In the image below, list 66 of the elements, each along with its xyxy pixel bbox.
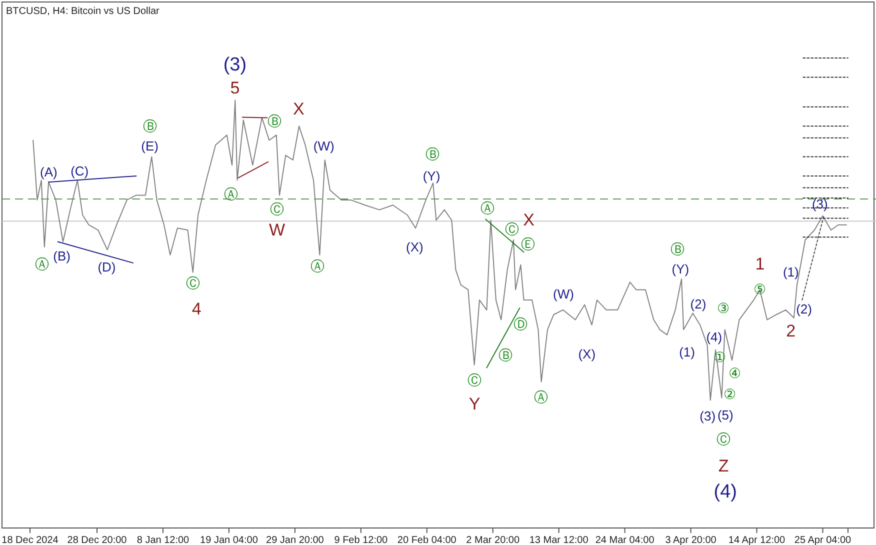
annotation: (C) xyxy=(70,164,89,178)
annotation: X xyxy=(292,100,304,118)
annotation: ③ xyxy=(717,300,730,316)
annotation: Ⓐ xyxy=(35,256,50,272)
annotation: (Y) xyxy=(672,262,690,276)
annotation: (Y) xyxy=(422,168,440,184)
x-tick-label: 28 Dec 20:00 xyxy=(67,535,128,545)
annotation: Y xyxy=(468,394,480,414)
annotation: Ⓐ xyxy=(534,389,548,405)
x-tick-label: 24 Mar 04:00 xyxy=(595,535,655,545)
annotation: Ⓐ xyxy=(310,258,324,274)
annotation: (D) xyxy=(98,260,116,274)
x-tick-label: 9 Feb 12:00 xyxy=(334,535,388,545)
annotation: ⑤ xyxy=(754,281,767,297)
x-tick-label: 29 Jan 20:00 xyxy=(266,535,324,545)
chart-title: BTCUSD, H4: Bitcoin vs US Dollar xyxy=(6,6,160,17)
x-tick-label: 3 Apr 20:00 xyxy=(665,535,717,545)
annotation: (3) xyxy=(812,196,828,212)
x-tick-label: 13 Mar 12:00 xyxy=(529,535,589,545)
annotation: 4 xyxy=(192,300,202,318)
annotation: (W) xyxy=(313,138,334,154)
annotation: 5 xyxy=(230,78,240,98)
annotation: Ⓒ xyxy=(270,201,284,217)
x-tick-label: 19 Jan 04:00 xyxy=(200,535,258,545)
annotation: ① xyxy=(713,349,726,365)
annotation: X xyxy=(523,210,535,230)
annotation: (3) xyxy=(223,54,247,76)
x-tick-label: 8 Jan 12:00 xyxy=(136,535,190,545)
annotation: Ⓐ xyxy=(480,200,495,216)
annotation: (X) xyxy=(578,346,596,362)
annotation: (2) xyxy=(690,296,706,312)
annotation: (2) xyxy=(796,302,812,316)
x-tick-label: 14 Apr 12:00 xyxy=(728,535,786,545)
annotation: Ⓑ xyxy=(425,146,440,162)
annotation: Ⓒ xyxy=(468,372,482,388)
annotation: Ⓐ xyxy=(224,186,238,202)
annotation: (3) xyxy=(700,408,716,424)
annotation: (E) xyxy=(141,138,158,154)
annotation: Ⓒ xyxy=(505,221,519,237)
annotation: Ⓒ xyxy=(716,431,731,447)
annotation: (1) xyxy=(679,344,695,360)
annotation: (W) xyxy=(553,286,574,302)
annotation: (5) xyxy=(717,408,734,422)
annotation: Ⓑ xyxy=(267,113,282,129)
annotation: 1 xyxy=(755,254,765,274)
x-tick-label: 20 Feb 04:00 xyxy=(397,535,457,545)
x-tick-label: 18 Dec 2024 xyxy=(2,535,59,545)
x-tick-label: 25 Apr 04:00 xyxy=(794,535,852,545)
x-tick-label: 2 Mar 20:00 xyxy=(466,535,520,545)
annotation: Z xyxy=(718,456,729,476)
annotation: Ⓓ xyxy=(513,316,528,332)
annotation: Ⓑ xyxy=(142,118,157,134)
annotation: (4) xyxy=(714,482,738,502)
annotation: (B) xyxy=(53,248,70,264)
annotation: Ⓔ xyxy=(520,236,535,252)
annotation: (A) xyxy=(40,164,58,180)
annotation: Ⓑ xyxy=(498,347,512,363)
annotation: 2 xyxy=(786,322,796,340)
annotation: ② xyxy=(724,386,737,402)
annotation: ④ xyxy=(728,365,742,381)
annotation: Ⓒ xyxy=(186,275,200,291)
annotation: Ⓑ xyxy=(670,241,685,257)
annotation: (X) xyxy=(406,240,424,254)
annotation: (1) xyxy=(782,264,799,280)
annotation: W xyxy=(269,220,286,240)
annotation: (4) xyxy=(706,330,722,344)
